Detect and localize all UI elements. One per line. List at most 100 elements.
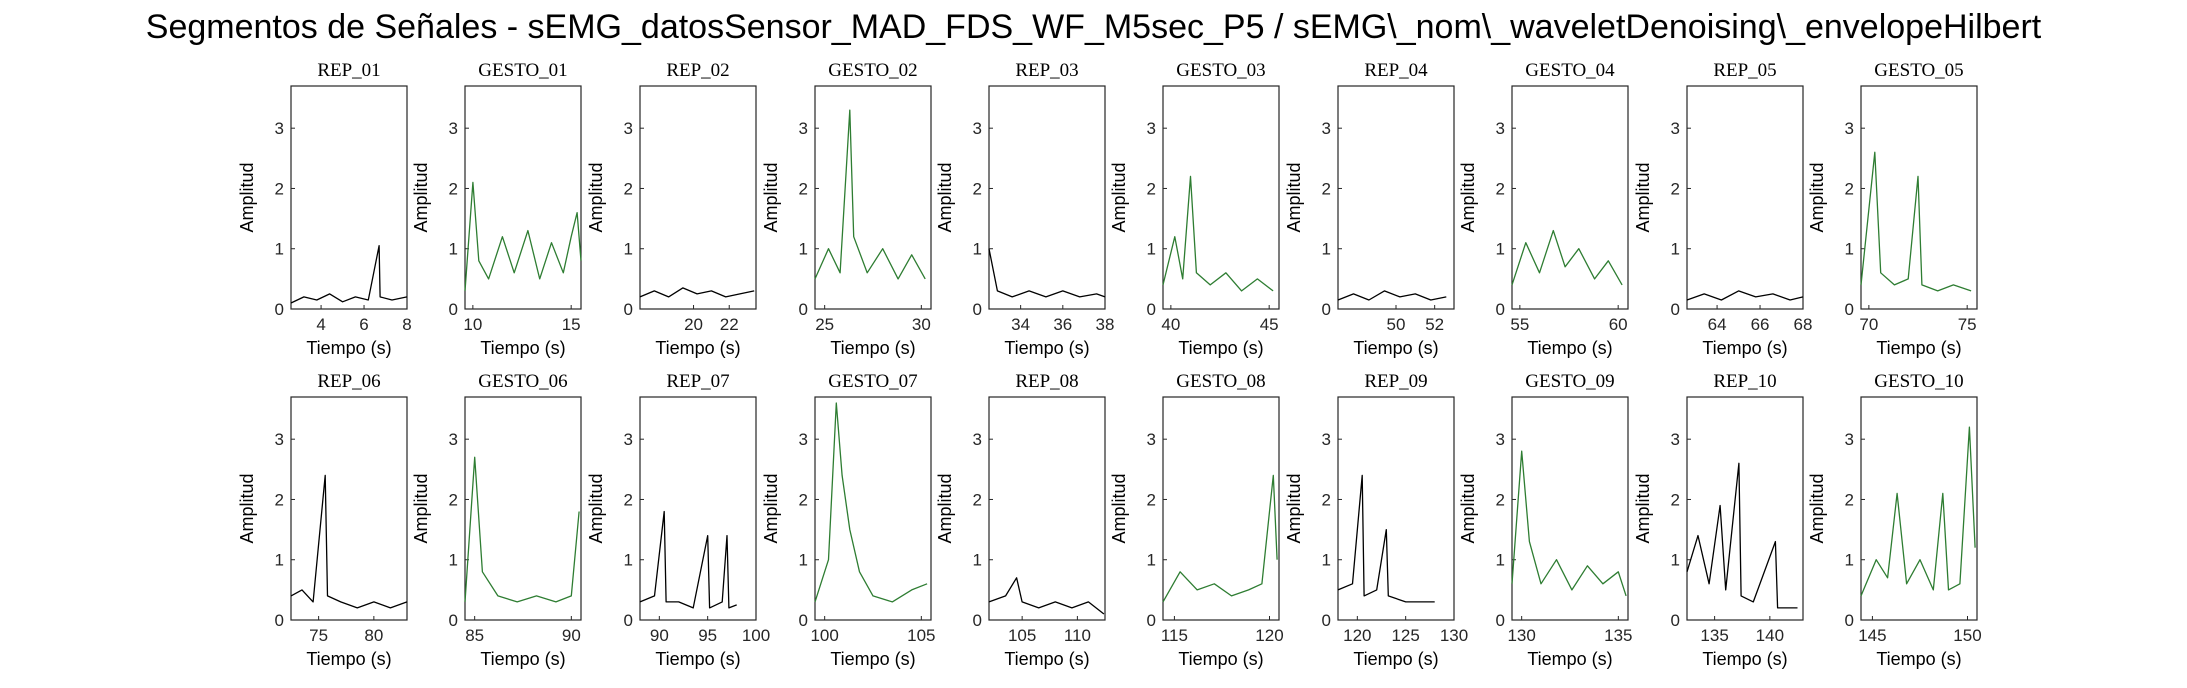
y-tick-label: 0	[1845, 300, 1854, 319]
y-tick-label: 2	[275, 490, 284, 509]
rep-signal-line	[1337, 290, 1447, 301]
y-tick-label: 1	[1845, 551, 1854, 570]
y-tick-label: 0	[1147, 300, 1156, 319]
x-tick-label: 68	[1794, 315, 1813, 334]
gesto-signal-line	[1511, 229, 1623, 286]
y-axis-label: Amplitud	[935, 162, 955, 232]
subplot-title: GESTO_06	[478, 371, 567, 392]
y-axis-label: Amplitud	[1284, 473, 1304, 543]
gesto-signal-line	[1162, 474, 1278, 603]
y-axis-label: Amplitud	[1458, 162, 1478, 232]
y-tick-label: 2	[1671, 490, 1680, 509]
y-tick-label: 3	[1671, 430, 1680, 449]
y-axis-label: Amplitud	[586, 162, 606, 232]
subplot: GESTO_08 115 120 0 1 2 3 Tiempo (s) Amplitud	[1109, 371, 1284, 669]
y-tick-label: 3	[799, 430, 808, 449]
y-axis-label: Amplitud	[1284, 162, 1304, 232]
y-tick-label: 0	[1147, 611, 1156, 630]
x-tick-label: 100	[810, 626, 838, 645]
x-tick-label: 36	[1053, 315, 1072, 334]
y-tick-label: 3	[1147, 119, 1156, 138]
y-tick-label: 1	[973, 240, 982, 259]
x-axis-label: Tiempo (s)	[1004, 649, 1089, 669]
y-axis-label: Amplitud	[761, 473, 781, 543]
x-axis-label: Tiempo (s)	[1876, 649, 1961, 669]
y-axis-label: Amplitud	[1807, 162, 1827, 232]
y-tick-label: 3	[1496, 119, 1505, 138]
x-tick-label: 50	[1387, 315, 1406, 334]
subplot: GESTO_10 145 150 0 1 2 3 Tiempo (s) Amplitud	[1807, 371, 1982, 669]
y-tick-label: 2	[1147, 490, 1156, 509]
subplot: GESTO_05 70 75 0 1 2 3 Tiempo (s) Amplitud	[1807, 60, 1978, 358]
axes-frame	[1162, 85, 1280, 310]
x-axis-label: Tiempo (s)	[1876, 338, 1961, 358]
x-tick-label: 90	[650, 626, 669, 645]
subplot-title: GESTO_03	[1176, 60, 1265, 81]
gesto-signal-line	[464, 456, 580, 603]
axes-frame	[290, 396, 408, 621]
x-axis-label: Tiempo (s)	[306, 338, 391, 358]
subplot: GESTO_09 130 135 0 1 2 3 Tiempo (s) Amplitud	[1458, 371, 1633, 669]
subplot: GESTO_02 25 30 0 1 2 3 Tiempo (s) Amplitud	[761, 60, 932, 358]
y-tick-label: 2	[1322, 179, 1331, 198]
x-axis-label: Tiempo (s)	[1353, 649, 1438, 669]
x-tick-label: 95	[698, 626, 717, 645]
subplot-title: GESTO_01	[478, 60, 567, 81]
y-tick-label: 0	[1671, 300, 1680, 319]
gesto-signal-line	[1162, 175, 1274, 292]
y-tick-label: 0	[973, 300, 982, 319]
x-tick-label: 115	[1161, 626, 1188, 645]
y-tick-label: 0	[1845, 611, 1854, 630]
axes-frame	[290, 85, 408, 310]
x-tick-label: 140	[1756, 626, 1784, 645]
axes-frame	[639, 85, 757, 310]
y-tick-label: 0	[973, 611, 982, 630]
x-axis-label: Tiempo (s)	[655, 338, 740, 358]
axes-frame	[1686, 85, 1804, 310]
y-tick-label: 3	[624, 119, 633, 138]
x-tick-label: 110	[1064, 626, 1091, 645]
subplot: REP_03 34 36 38 0 1 2 3 Tiempo (s) Amplitud	[935, 60, 1114, 358]
subplot-title: GESTO_08	[1176, 371, 1265, 392]
y-tick-label: 1	[1845, 240, 1854, 259]
y-tick-label: 3	[275, 119, 284, 138]
subplot-title: REP_08	[1015, 371, 1078, 392]
y-axis-label: Amplitud	[1807, 473, 1827, 543]
subplot-title: REP_03	[1015, 60, 1078, 81]
x-tick-label: 10	[463, 315, 482, 334]
x-tick-label: 120	[1255, 626, 1283, 645]
y-tick-label: 2	[799, 179, 808, 198]
x-tick-label: 4	[316, 315, 325, 334]
gesto-signal-line	[464, 181, 582, 291]
axes-frame	[464, 85, 582, 310]
y-tick-label: 2	[275, 179, 284, 198]
subplot-title: GESTO_02	[828, 60, 917, 81]
gesto-signal-line	[814, 402, 928, 603]
y-tick-label: 3	[275, 430, 284, 449]
y-tick-label: 2	[973, 179, 982, 198]
axes-frame	[988, 396, 1106, 621]
y-tick-label: 1	[1147, 240, 1156, 259]
y-axis-label: Amplitud	[1458, 473, 1478, 543]
subplot: GESTO_04 55 60 0 1 2 3 Tiempo (s) Amplitud	[1458, 60, 1629, 358]
x-axis-label: Tiempo (s)	[830, 338, 915, 358]
y-tick-label: 3	[1845, 430, 1854, 449]
y-tick-label: 2	[1845, 179, 1854, 198]
subplot-title: REP_02	[666, 60, 729, 81]
x-tick-label: 45	[1260, 315, 1279, 334]
axes-frame	[814, 396, 932, 621]
y-axis-label: Amplitud	[411, 473, 431, 543]
x-axis-label: Tiempo (s)	[1527, 649, 1612, 669]
y-axis-label: Amplitud	[411, 162, 431, 232]
rep-signal-line	[1337, 474, 1435, 603]
subplot-title: REP_06	[317, 371, 380, 392]
y-tick-label: 0	[799, 300, 808, 319]
axes-frame	[1162, 396, 1280, 621]
x-axis-label: Tiempo (s)	[1702, 649, 1787, 669]
x-tick-label: 34	[1011, 315, 1030, 334]
y-tick-label: 1	[449, 551, 458, 570]
y-tick-label: 3	[1671, 119, 1680, 138]
subplot-title: GESTO_09	[1525, 371, 1614, 392]
x-tick-label: 38	[1096, 315, 1115, 334]
